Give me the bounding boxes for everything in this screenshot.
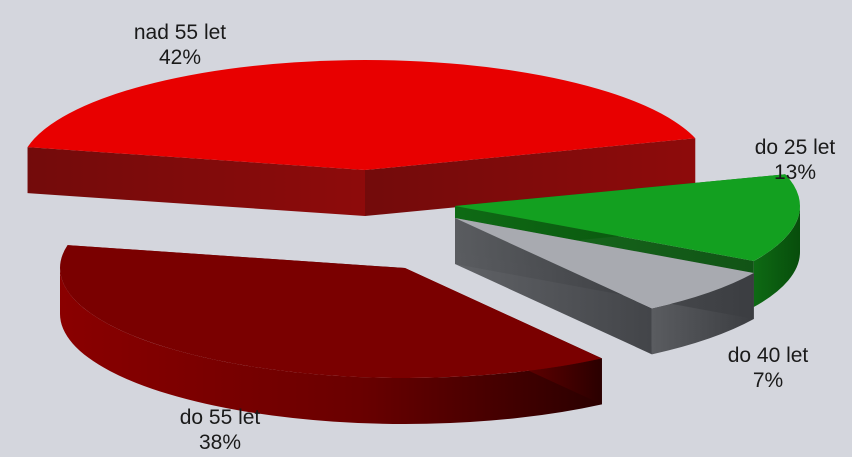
- label-do-55-let-name: do 55 let: [179, 406, 261, 429]
- label-nad-55-let-value: 42%: [158, 46, 202, 69]
- pie-slice-top: [455, 218, 754, 309]
- label-do-40-let-value: 7%: [752, 369, 784, 392]
- label-do-55-let-value: 38%: [198, 431, 242, 454]
- pie-slice-cut-face: [27, 147, 366, 216]
- pie-slice-top: [455, 174, 800, 261]
- pie-slice-cut-face: [455, 218, 652, 355]
- pie-slice-side: [60, 268, 602, 424]
- label-do-25-let: do 25 let 13%: [725, 135, 852, 185]
- pie-slice-top: [27, 59, 696, 170]
- label-do-25-let-name: do 25 let: [754, 136, 836, 159]
- pie-slice-do-40-let: [455, 218, 754, 355]
- pie-slice-top: [60, 245, 602, 378]
- pie-slice-nad-55-let: [27, 59, 696, 216]
- label-do-55-let: do 55 let 38%: [145, 405, 295, 455]
- pie-slice-cut-face: [365, 138, 696, 216]
- label-nad-55-let-name: nad 55 let: [133, 21, 227, 44]
- pie-slice-do-55-let: [60, 245, 602, 424]
- label-nad-55-let: nad 55 let 42%: [105, 20, 255, 70]
- pie-slice-side: [753, 206, 800, 307]
- label-do-25-let-value: 13%: [773, 161, 817, 184]
- label-do-40-let: do 40 let 7%: [698, 343, 838, 393]
- label-do-40-let-name: do 40 let: [727, 344, 809, 367]
